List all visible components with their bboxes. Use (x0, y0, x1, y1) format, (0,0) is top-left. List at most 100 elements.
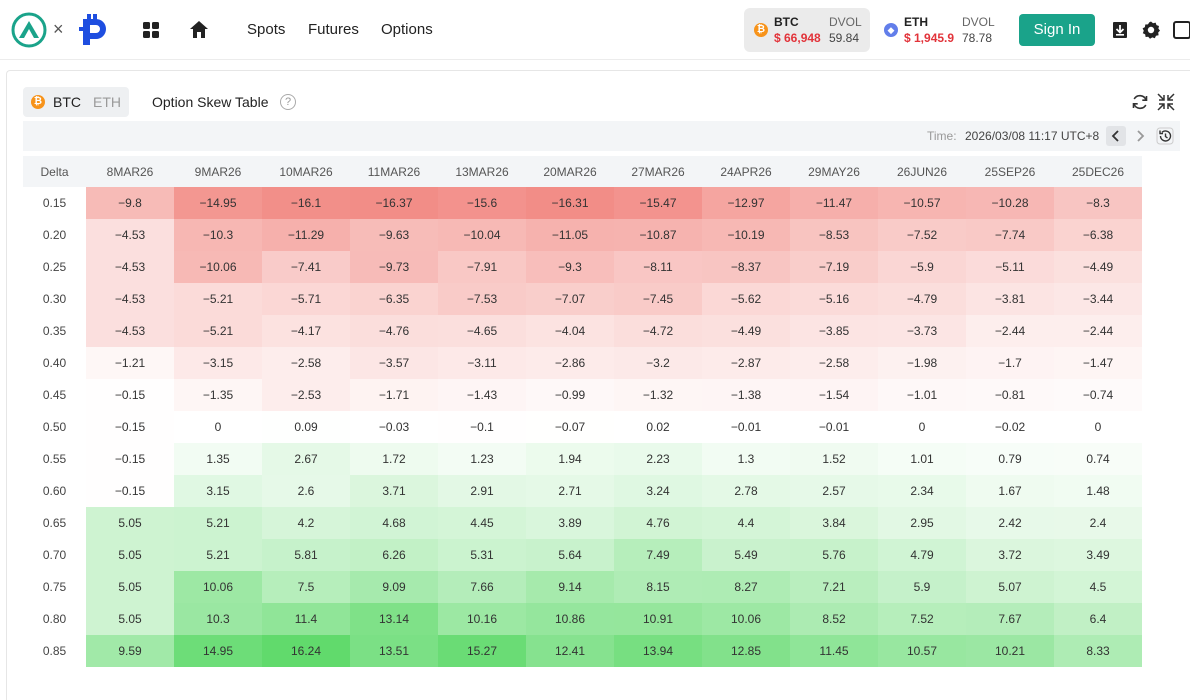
skew-value-cell: 8.27 (702, 571, 790, 603)
skew-value-cell: −3.11 (438, 347, 526, 379)
collapse-icon[interactable] (1157, 93, 1175, 111)
skew-value-cell: 1.94 (526, 443, 614, 475)
table-row: 0.15 −9.8 −14.95 −16.1 −16.37 −15.6 −16.31 −15.… (23, 187, 1142, 219)
skew-value-cell: −1.7 (966, 347, 1054, 379)
skew-value-cell: −3.81 (966, 283, 1054, 315)
column-header-expiry: 20MAR26 (526, 156, 614, 187)
column-header-expiry: 8MAR26 (86, 156, 174, 187)
sign-in-button[interactable]: Sign In (1019, 14, 1095, 46)
skew-value-cell: 3.71 (350, 475, 438, 507)
skew-value-cell: 10.06 (702, 603, 790, 635)
column-header-expiry: 29MAY26 (790, 156, 878, 187)
nav-link-futures[interactable]: Futures (308, 21, 359, 38)
help-icon[interactable]: ? (280, 94, 296, 110)
column-header-expiry: 27MAR26 (614, 156, 702, 187)
table-row: 0.60 −0.15 3.15 2.6 3.71 2.91 2.71 3.24 2.78 2.57… (23, 475, 1142, 507)
ticker-dvol-value: 59.84 (829, 31, 860, 45)
ticker-btc[interactable]: ₿ BTC $ 66,948 DVOL 59.84 (744, 8, 870, 52)
skew-value-cell: −4.04 (526, 315, 614, 347)
skew-value-cell: 2.67 (262, 443, 350, 475)
skew-value-cell: −4.49 (702, 315, 790, 347)
skew-value-cell: 6.26 (350, 539, 438, 571)
ticker-dvol-label: DVOL (962, 15, 995, 29)
skew-value-cell: 8.33 (1054, 635, 1142, 667)
nav-link-options[interactable]: Options (381, 21, 433, 38)
delta-cell: 0.45 (23, 379, 86, 411)
skew-value-cell: 9.14 (526, 571, 614, 603)
skew-value-cell: 13.14 (350, 603, 438, 635)
skew-value-cell: −7.74 (966, 219, 1054, 251)
brand-logo-icon[interactable] (11, 12, 47, 48)
skew-value-cell: −1.98 (878, 347, 966, 379)
logo-separator: × (53, 19, 64, 39)
ticker-dvol-value: 78.78 (962, 31, 993, 45)
skew-value-cell: −0.01 (702, 411, 790, 443)
home-icon[interactable] (189, 20, 209, 39)
skew-value-cell: 5.9 (878, 571, 966, 603)
skew-value-cell: −1.43 (438, 379, 526, 411)
coin-toggle-eth[interactable]: ETH (93, 94, 121, 110)
skew-value-cell: −2.58 (790, 347, 878, 379)
skew-value-cell: −16.31 (526, 187, 614, 219)
skew-value-cell: −7.91 (438, 251, 526, 283)
skew-value-cell: −11.47 (790, 187, 878, 219)
table-row: 0.25 −4.53 −10.06 −7.41 −9.73 −7.91 −9.3 −8.11−… (23, 251, 1142, 283)
partner-logo-icon[interactable] (78, 13, 110, 47)
skew-value-cell: 2.57 (790, 475, 878, 507)
top-navigation: × Spots Futures Options ₿ BTC $ 66,948 D… (0, 0, 1190, 60)
apps-grid-icon[interactable] (143, 22, 159, 38)
skew-value-cell: 10.57 (878, 635, 966, 667)
download-icon[interactable] (1110, 20, 1130, 40)
settings-gear-icon[interactable] (1141, 20, 1161, 40)
delta-cell: 0.75 (23, 571, 86, 603)
chevron-right-icon[interactable] (1130, 126, 1150, 146)
ticker-eth[interactable]: ◆ ETH $ 1,945.9 DVOL 78.78 (874, 8, 1000, 52)
skew-value-cell: 10.16 (438, 603, 526, 635)
skew-value-cell: 2.71 (526, 475, 614, 507)
column-header-expiry: 26JUN26 (878, 156, 966, 187)
skew-value-cell: 10.21 (966, 635, 1054, 667)
skew-value-cell: −1.47 (1054, 347, 1142, 379)
skew-value-cell: 4.76 (614, 507, 702, 539)
delta-cell: 0.20 (23, 219, 86, 251)
skew-value-cell: 0.09 (262, 411, 350, 443)
skew-value-cell: −16.37 (350, 187, 438, 219)
skew-value-cell: −2.58 (262, 347, 350, 379)
skew-value-cell: −0.15 (86, 443, 174, 475)
skew-value-cell: 8.15 (614, 571, 702, 603)
skew-value-cell: −0.1 (438, 411, 526, 443)
language-icon[interactable] (1172, 20, 1190, 40)
skew-value-cell: −1.21 (86, 347, 174, 379)
skew-value-cell: 1.48 (1054, 475, 1142, 507)
column-header-expiry: 24APR26 (702, 156, 790, 187)
chevron-left-icon[interactable] (1106, 126, 1126, 146)
skew-value-cell: 3.84 (790, 507, 878, 539)
column-header-delta: Delta (23, 156, 86, 187)
skew-value-cell: 1.35 (174, 443, 262, 475)
skew-value-cell: −7.19 (790, 251, 878, 283)
column-header-expiry: 9MAR26 (174, 156, 262, 187)
table-row: 0.75 5.05 10.06 7.5 9.09 7.66 9.14 8.15 8.27 7.21… (23, 571, 1142, 603)
skew-value-cell: 6.4 (1054, 603, 1142, 635)
table-row: 0.20 −4.53 −10.3 −11.29 −9.63 −10.04 −11.05 −10… (23, 219, 1142, 251)
delta-cell: 0.30 (23, 283, 86, 315)
skew-value-cell: 0 (1054, 411, 1142, 443)
nav-link-spots[interactable]: Spots (247, 21, 286, 38)
skew-value-cell: 5.81 (262, 539, 350, 571)
history-icon[interactable] (1155, 126, 1175, 146)
skew-value-cell: −16.1 (262, 187, 350, 219)
table-row: 0.45 −0.15 −1.35 −2.53 −1.71 −1.43 −0.99 −1.32−… (23, 379, 1142, 411)
refresh-icon[interactable] (1131, 93, 1149, 111)
skew-value-cell: 11.45 (790, 635, 878, 667)
skew-value-cell: −1.38 (702, 379, 790, 411)
skew-value-cell: 3.89 (526, 507, 614, 539)
delta-cell: 0.15 (23, 187, 86, 219)
skew-value-cell: −4.76 (350, 315, 438, 347)
skew-value-cell: −8.53 (790, 219, 878, 251)
ticker-symbol: ETH (904, 15, 928, 29)
ticker-price: $ 66,948 (774, 31, 821, 45)
skew-value-cell: 10.3 (174, 603, 262, 635)
skew-value-cell: 5.05 (86, 603, 174, 635)
skew-value-cell: 10.06 (174, 571, 262, 603)
skew-value-cell: −10.87 (614, 219, 702, 251)
